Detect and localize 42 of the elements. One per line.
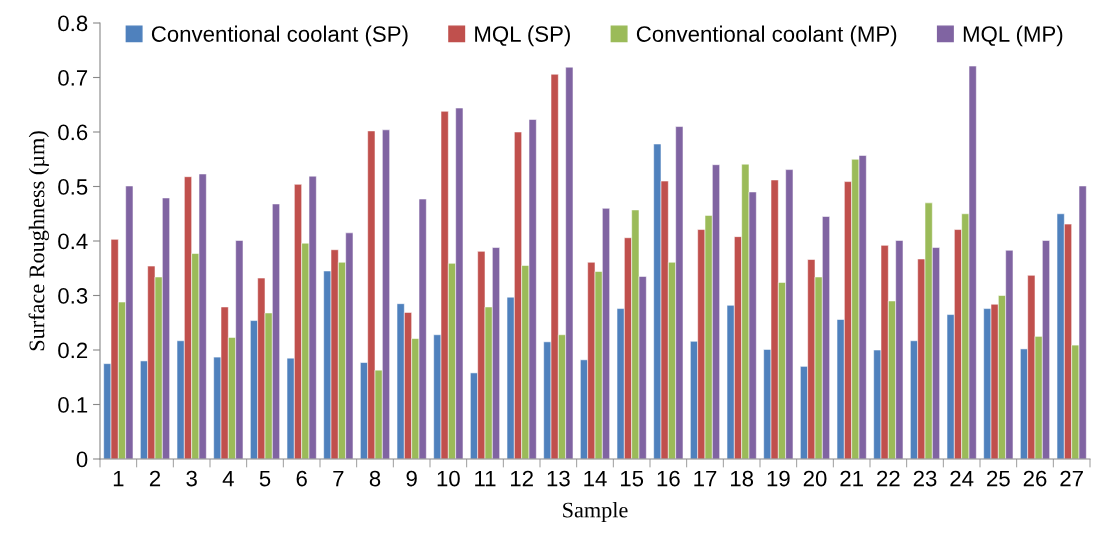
x-tick-label: 12 <box>511 470 533 487</box>
y-tick-label: 0.3 <box>58 288 88 304</box>
x-tick-label: 10 <box>437 470 460 487</box>
x-tick-label: 27 <box>1060 470 1083 487</box>
x-tick-label: 15 <box>621 470 644 487</box>
x-tick-label: 3 <box>186 470 197 487</box>
x-tick-label: 16 <box>657 470 680 487</box>
x-tick-label: 23 <box>913 470 937 487</box>
x-tick-label: 14 <box>584 470 607 487</box>
x-axis-title: Sample <box>563 501 628 523</box>
legend-label: MQL (SP) <box>475 25 570 47</box>
y-tick-label: 0.7 <box>58 70 88 86</box>
x-tick-label: 17 <box>694 470 717 487</box>
legend-label: Conventional coolant (MP) <box>636 25 897 47</box>
x-tick-label: 5 <box>259 470 271 487</box>
y-tick-label: 0.6 <box>58 124 88 141</box>
x-tick-label: 9 <box>406 470 417 487</box>
y-tick-label: 0.4 <box>58 233 88 250</box>
x-tick-label: 7 <box>333 470 344 487</box>
x-tick-label: 8 <box>369 470 381 487</box>
x-tick-label: 6 <box>296 470 307 487</box>
x-tick-label: 25 <box>987 470 1010 487</box>
x-tick-label: 26 <box>1023 470 1047 487</box>
y-tick-label: 0.1 <box>58 397 88 413</box>
y-tick-label: 0.2 <box>58 342 88 359</box>
x-tick-label: 13 <box>547 470 570 487</box>
y-axis-title: Surface Roughness (µm) <box>28 131 49 351</box>
x-tick-label: 1 <box>113 470 124 487</box>
x-tick-label: 4 <box>222 470 234 487</box>
y-tick-label: 0.5 <box>58 179 88 195</box>
y-tick-label: 0.8 <box>58 15 88 32</box>
x-tick-label: 19 <box>767 470 790 487</box>
x-tick-label: 18 <box>731 470 754 487</box>
x-tick-label: 11 <box>475 470 496 487</box>
x-tick-label: 24 <box>950 470 974 487</box>
x-tick-label: 2 <box>149 470 161 487</box>
legend-label: MQL (MP) <box>963 25 1063 47</box>
x-tick-label: 20 <box>803 470 827 487</box>
y-tick-label: 0 <box>76 451 88 468</box>
x-tick-label: 21 <box>840 470 863 487</box>
legend-label: Conventional coolant (SP) <box>151 25 408 47</box>
x-tick-label: 22 <box>877 470 900 487</box>
